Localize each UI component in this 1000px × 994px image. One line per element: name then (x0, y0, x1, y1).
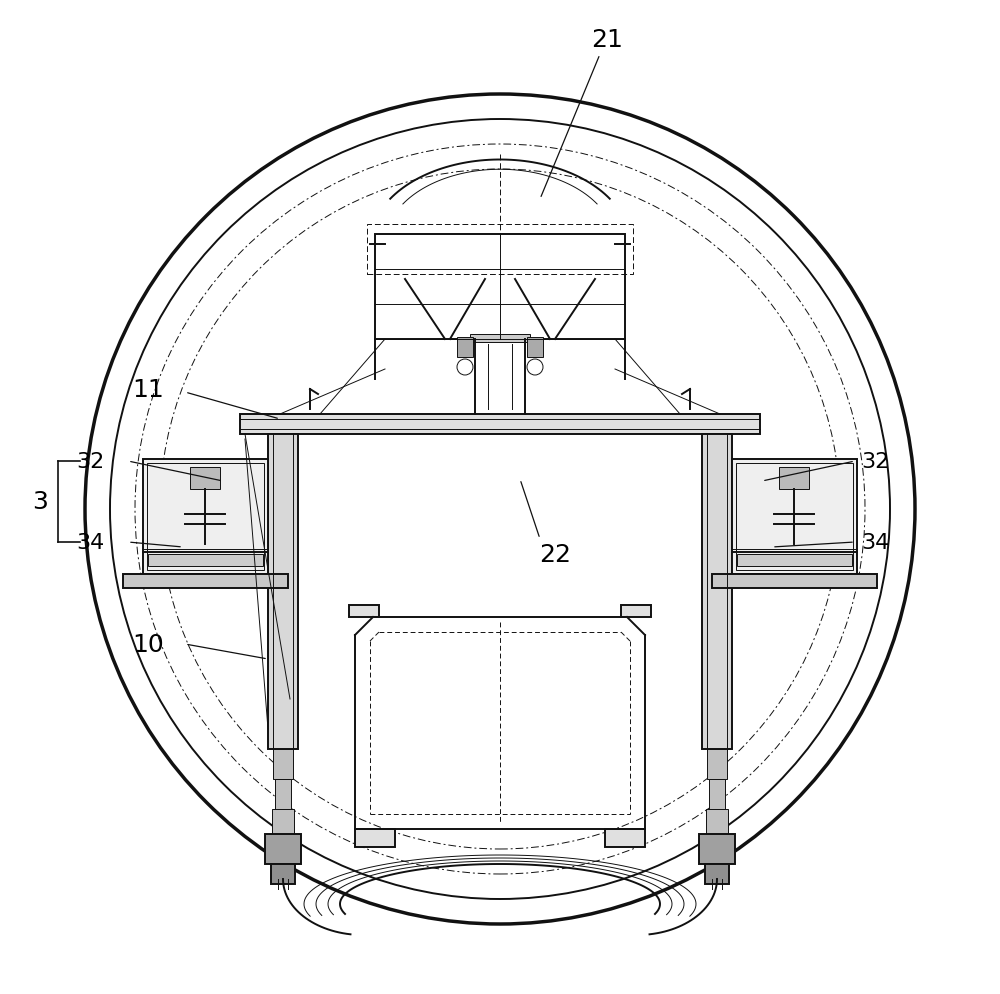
Bar (147, 463, 264, 571)
Bar (148, 555, 263, 567)
Bar (367, 225, 633, 274)
Text: 32: 32 (76, 451, 104, 471)
Bar (375, 235, 625, 340)
Bar (702, 434, 732, 749)
Text: 21: 21 (591, 28, 623, 52)
Text: 3: 3 (32, 489, 48, 514)
Text: 22: 22 (539, 543, 571, 567)
Bar (705, 864, 729, 884)
Bar (355, 829, 395, 847)
Bar (143, 459, 268, 575)
Bar (621, 605, 651, 617)
Bar (527, 338, 543, 358)
Bar (736, 463, 853, 571)
Text: 34: 34 (76, 533, 104, 553)
Bar (737, 555, 852, 567)
Bar (349, 605, 379, 617)
Bar (605, 829, 645, 847)
Bar (273, 749, 293, 779)
Bar (271, 864, 295, 884)
Bar (190, 467, 220, 489)
Text: 34: 34 (861, 533, 889, 553)
Bar (706, 809, 728, 834)
Bar (123, 575, 288, 588)
Bar (275, 779, 291, 809)
Text: 10: 10 (132, 632, 164, 656)
Text: 11: 11 (132, 378, 164, 402)
Bar (699, 834, 735, 864)
Bar (265, 834, 301, 864)
Bar (272, 809, 294, 834)
Bar (712, 575, 877, 588)
Bar (457, 338, 473, 358)
Bar (779, 467, 809, 489)
Bar (240, 414, 760, 434)
Bar (709, 779, 725, 809)
Bar (268, 434, 298, 749)
Bar (470, 335, 530, 343)
Bar (707, 749, 727, 779)
Bar (732, 459, 857, 575)
Text: 32: 32 (861, 451, 889, 471)
